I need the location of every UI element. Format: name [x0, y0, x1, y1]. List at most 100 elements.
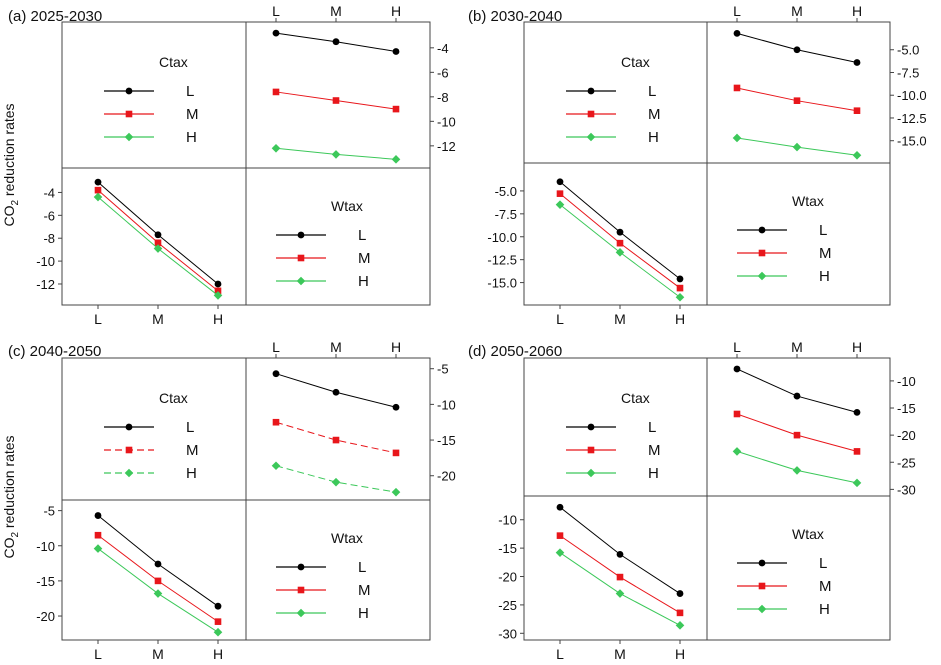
top-axis-label-M: M — [330, 339, 342, 355]
data-point-M — [154, 239, 162, 247]
right-axis-tick-label: -30 — [897, 482, 916, 497]
legend-marker-H — [757, 604, 767, 614]
legend-marker-M — [758, 249, 766, 257]
data-point-M — [616, 239, 624, 247]
data-point-H — [675, 621, 685, 630]
data-point-H — [853, 408, 861, 416]
legend-marker-M — [297, 586, 305, 594]
data-point-H — [214, 287, 222, 295]
right-axis-tick-label: -5 — [437, 362, 449, 377]
data-point-L — [272, 29, 280, 37]
data-point-L — [272, 418, 280, 426]
top-right-plot: L M H -10 -15 -20 -25 -30 — [732, 339, 916, 497]
data-point-M — [154, 577, 162, 585]
legend-label-H: H — [358, 273, 369, 290]
series-line-wtax-H — [555, 200, 685, 302]
series-line-ctax-H — [732, 447, 862, 488]
legend-item-M: M — [276, 250, 371, 267]
legend-label-M: M — [358, 582, 371, 599]
left-axis-tick-label: -10 — [36, 539, 55, 554]
legend-marker-H — [586, 132, 596, 142]
legend-item-M: M — [737, 578, 832, 595]
legend-label-L: L — [186, 83, 194, 100]
legend-label-L: L — [648, 419, 656, 436]
legend-item-L: L — [276, 559, 366, 576]
series-line-wtax-L — [94, 512, 222, 610]
legend-marker-L — [125, 423, 133, 431]
legend-item-L: L — [276, 227, 366, 244]
legend-marker-L — [297, 231, 305, 239]
top-axis-label-M: M — [791, 339, 803, 355]
right-axis-tick-label: -15 — [897, 401, 916, 416]
data-point-M — [615, 248, 625, 257]
data-point-H — [214, 602, 222, 610]
data-point-H — [392, 403, 400, 411]
bottom-axis-label-M: M — [614, 646, 626, 662]
left-axis-tick-label: -20 — [36, 609, 55, 624]
bottom-axis-label-L: L — [94, 311, 102, 327]
panel-frame — [523, 357, 891, 641]
y-axis-label-bottom: CO2 reduction rates — [1, 435, 21, 558]
legend-marker-H — [124, 132, 134, 142]
legend-marker-M — [297, 254, 305, 262]
legend-title: Ctax — [159, 54, 188, 70]
data-point-M — [332, 388, 340, 396]
legend-marker-H — [296, 276, 306, 286]
series-line-ctax-M — [733, 84, 861, 114]
series-line-ctax-L — [272, 29, 400, 55]
right-axis-tick-label: -20 — [897, 428, 916, 443]
data-point-M — [154, 560, 162, 568]
legend-title: Wtax — [331, 530, 363, 546]
legend-label-H: H — [358, 605, 369, 622]
series-line-wtax-L — [556, 178, 684, 283]
legend-ctax: Ctax LMH — [566, 54, 661, 146]
left-axis-tick-label: -30 — [498, 626, 517, 641]
legend-marker-M — [587, 110, 595, 118]
data-point-L — [93, 544, 103, 553]
data-point-H — [391, 155, 401, 164]
legend-marker-L — [758, 226, 766, 234]
data-point-M — [616, 573, 624, 581]
data-point-L — [272, 88, 280, 96]
legend-marker-H — [296, 608, 306, 618]
data-point-L — [732, 447, 742, 456]
panel-title: (c) 2040-2050 — [8, 343, 101, 360]
series-polyline — [559, 506, 681, 594]
data-point-M — [793, 46, 801, 54]
data-point-H — [676, 275, 684, 283]
top-axis-label-M: M — [330, 3, 342, 19]
legend-item-M: M — [566, 442, 661, 459]
legend-label-M: M — [819, 578, 832, 595]
panel-title: (a) 2025-2030 — [8, 8, 102, 25]
data-point-L — [271, 143, 281, 153]
top-right-plot: L M H -4 -6 -8 -10 -12 — [271, 3, 456, 164]
legend-label-H: H — [819, 268, 830, 285]
legend-marker-M — [125, 446, 133, 454]
bottom-axis-label-M: M — [152, 646, 164, 662]
data-point-L — [556, 190, 564, 197]
series-line-wtax-M — [556, 532, 684, 617]
data-point-M — [153, 589, 163, 598]
top-axis-label-M: M — [791, 3, 803, 19]
data-point-M — [332, 38, 340, 46]
top-axis-label-L: L — [733, 3, 741, 19]
right-axis-tick-label: -12.5 — [897, 111, 927, 126]
legend-title: Wtax — [331, 198, 363, 214]
right-axis-tick-label: -20 — [437, 469, 456, 484]
data-point-H — [391, 487, 401, 497]
right-axis-tick-label: -8 — [437, 90, 449, 105]
series-line-wtax-M — [94, 186, 222, 295]
legend-marker-M — [758, 582, 766, 590]
left-axis-tick-label: -10.0 — [487, 230, 517, 245]
legend-wtax: Wtax LMH — [276, 530, 371, 622]
left-axis-tick-label: -4 — [43, 185, 55, 200]
right-axis-tick-label: -10 — [897, 374, 916, 389]
right-axis-tick-label: -10 — [437, 114, 456, 129]
legend-item-H: H — [104, 465, 197, 482]
series-line-ctax-M — [272, 418, 400, 457]
bottom-axis-label-H: H — [675, 646, 685, 662]
data-point-M — [615, 589, 625, 598]
series-polyline — [275, 421, 397, 454]
series-line-ctax-M — [272, 88, 400, 113]
